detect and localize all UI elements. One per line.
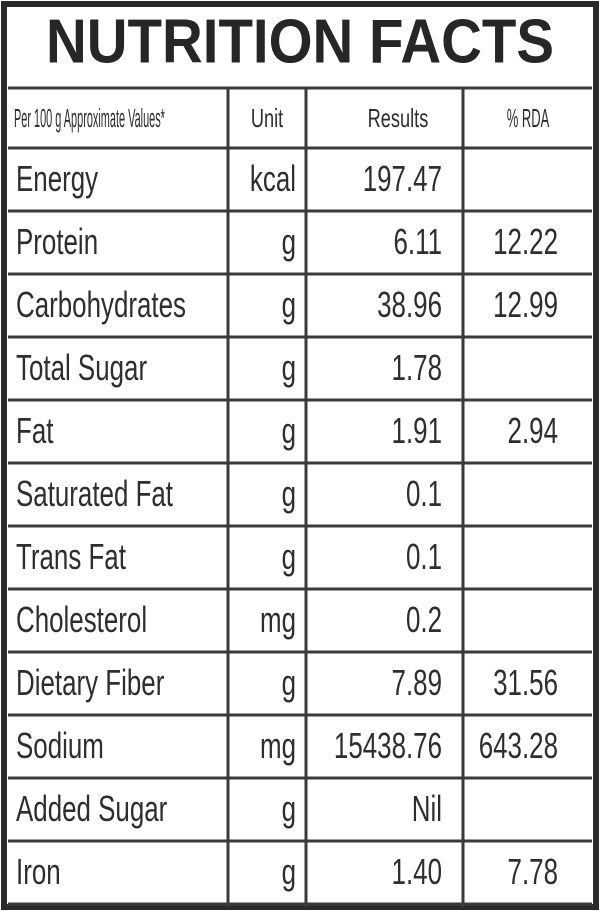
- nutrient-name: Sodium: [16, 726, 104, 766]
- unit-wrap: kcal: [250, 159, 296, 199]
- nutrient-name-wrap: Protein: [16, 222, 98, 262]
- nutrient-name: Fat: [16, 411, 54, 451]
- unit: g: [282, 537, 296, 577]
- unit-wrap: mg: [260, 726, 296, 766]
- nutrient-name-wrap: Cholesterol: [16, 600, 147, 640]
- table-cells: Per 100 g Approximate Values* Unit Results…: [14, 104, 558, 892]
- rda: 7.78: [508, 852, 558, 892]
- rda: 12.22: [493, 222, 558, 262]
- result: 197.47: [363, 159, 442, 199]
- unit-wrap: g: [282, 537, 296, 577]
- header-cell: % RDA: [507, 104, 550, 133]
- nutrient-name: Protein: [16, 222, 98, 262]
- result: 1.91: [392, 411, 442, 451]
- nutrient-name-wrap: Iron: [16, 852, 61, 892]
- result-wrap: 38.96: [377, 285, 442, 325]
- unit-wrap: g: [282, 285, 296, 325]
- nutrient-name: Total Sugar: [16, 348, 147, 388]
- unit-wrap: g: [282, 663, 296, 703]
- unit: g: [282, 411, 296, 451]
- unit-wrap: g: [282, 474, 296, 514]
- result: 1.78: [392, 348, 442, 388]
- unit: g: [282, 852, 296, 892]
- result: 38.96: [377, 285, 442, 325]
- nutrient-name-wrap: Trans Fat: [16, 537, 126, 577]
- result: 0.1: [406, 474, 442, 514]
- nutrient-name-wrap: Sodium: [16, 726, 104, 766]
- nutrient-name-wrap: Fat: [16, 411, 54, 451]
- result: 6.11: [393, 222, 442, 262]
- result: 1.40: [392, 852, 442, 892]
- result-wrap: 1.91: [392, 411, 442, 451]
- rda: 2.94: [508, 411, 558, 451]
- result-wrap: 6.11: [393, 222, 442, 262]
- result: Nil: [412, 789, 442, 829]
- rda-wrap: 7.78: [508, 852, 558, 892]
- unit: mg: [260, 600, 296, 640]
- result: 15438.76: [334, 726, 442, 766]
- nutrient-name-wrap: Energy: [16, 159, 98, 199]
- nutrient-name: Carbohydrates: [16, 285, 186, 325]
- nutrient-name: Cholesterol: [16, 600, 147, 640]
- unit-wrap: mg: [260, 600, 296, 640]
- rda-wrap: 31.56: [493, 663, 558, 703]
- unit-wrap: g: [282, 222, 296, 262]
- header-cell-wrap: % RDA: [507, 104, 550, 133]
- nutrient-name: Trans Fat: [16, 537, 126, 577]
- header-cell: Per 100 g Approximate Values*: [14, 105, 165, 134]
- result-wrap: 1.78: [392, 348, 442, 388]
- nutrient-name: Saturated Fat: [16, 474, 173, 514]
- nutrient-name: Dietary Fiber: [16, 663, 164, 703]
- unit-wrap: g: [282, 348, 296, 388]
- rda: 12.99: [493, 285, 558, 325]
- rda-wrap: 2.94: [508, 411, 558, 451]
- unit-wrap: g: [282, 411, 296, 451]
- unit: g: [282, 285, 296, 325]
- unit: g: [282, 222, 296, 262]
- nutrient-name-wrap: Added Sugar: [16, 789, 167, 829]
- result-wrap: 7.89: [392, 663, 442, 703]
- header-cell: Results: [368, 104, 429, 133]
- header-cell-wrap: Per 100 g Approximate Values*: [14, 105, 165, 134]
- title: NUTRITION FACTS: [46, 7, 554, 76]
- nutrient-name-wrap: Carbohydrates: [16, 285, 186, 325]
- unit: g: [282, 663, 296, 703]
- rda: 643.28: [479, 726, 558, 766]
- result-wrap: Nil: [412, 789, 442, 829]
- nutrient-name: Energy: [16, 159, 98, 199]
- rda: 31.56: [493, 663, 558, 703]
- nutrient-name-wrap: Saturated Fat: [16, 474, 173, 514]
- unit-wrap: g: [282, 789, 296, 829]
- header-cell: Unit: [251, 104, 284, 133]
- nutrient-name: Iron: [16, 852, 61, 892]
- unit: kcal: [250, 159, 296, 199]
- result-wrap: 0.1: [406, 474, 442, 514]
- table-grid: [8, 86, 592, 907]
- result-wrap: 0.1: [406, 537, 442, 577]
- rda-wrap: 12.22: [493, 222, 558, 262]
- nutrient-name-wrap: Total Sugar: [16, 348, 147, 388]
- result: 0.1: [406, 537, 442, 577]
- nutrient-name: Added Sugar: [16, 789, 167, 829]
- result-wrap: 1.40: [392, 852, 442, 892]
- unit-wrap: g: [282, 852, 296, 892]
- unit: g: [282, 474, 296, 514]
- result: 7.89: [392, 663, 442, 703]
- unit: g: [282, 348, 296, 388]
- unit: g: [282, 789, 296, 829]
- nutrient-name-wrap: Dietary Fiber: [16, 663, 164, 703]
- result: 0.2: [406, 600, 442, 640]
- unit: mg: [260, 726, 296, 766]
- rda-wrap: 12.99: [493, 285, 558, 325]
- rda-wrap: 643.28: [479, 726, 558, 766]
- result-wrap: 15438.76: [334, 726, 442, 766]
- header-cell-wrap: Unit: [251, 104, 284, 133]
- header-cell-wrap: Results: [368, 104, 429, 133]
- result-wrap: 0.2: [406, 600, 442, 640]
- result-wrap: 197.47: [363, 159, 442, 199]
